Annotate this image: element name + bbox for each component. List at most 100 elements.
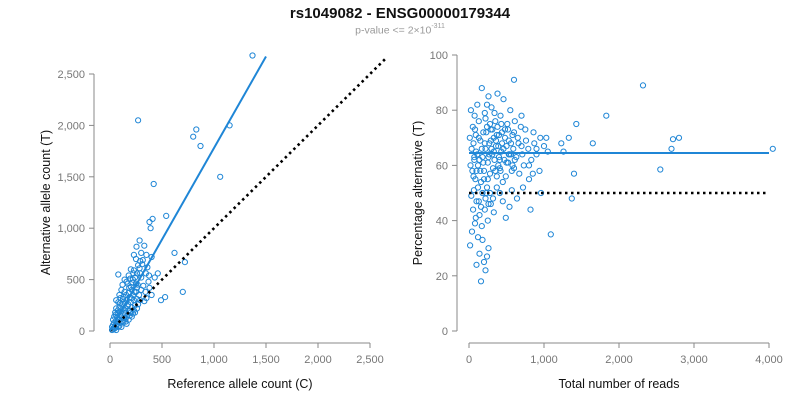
data-point	[146, 284, 153, 291]
data-point	[473, 148, 480, 155]
data-point	[639, 82, 647, 89]
data-point	[468, 228, 476, 235]
data-point	[486, 170, 494, 177]
data-point	[493, 131, 500, 139]
data-point	[130, 251, 137, 258]
data-point	[573, 120, 580, 128]
y-tick-label: 1,500	[57, 172, 85, 184]
y-tick-label: 2,500	[57, 69, 85, 81]
data-point	[494, 90, 501, 97]
data-point	[675, 134, 683, 141]
data-point	[157, 297, 165, 304]
y-tick-label: 60	[436, 160, 448, 172]
data-point	[511, 118, 518, 125]
data-point	[490, 209, 497, 216]
data-point	[179, 288, 186, 295]
data-point	[493, 173, 500, 180]
data-point	[147, 225, 154, 232]
data-point	[118, 323, 125, 330]
data-point	[537, 189, 545, 197]
y-tick-label: 40	[436, 216, 448, 228]
data-point	[193, 126, 200, 133]
data-point	[499, 178, 506, 186]
data-point	[492, 118, 499, 125]
data-point	[146, 218, 153, 226]
data-point	[163, 212, 170, 219]
data-point	[154, 270, 161, 277]
data-point	[217, 173, 224, 180]
reference-line	[109, 57, 387, 332]
y-tick-label: 2,000	[57, 120, 85, 132]
x-tick-label: 1,000	[200, 354, 228, 366]
data-point	[470, 173, 477, 180]
data-point	[145, 272, 153, 279]
data-point	[477, 203, 485, 210]
data-point	[502, 173, 509, 180]
data-point	[489, 195, 497, 202]
data-point	[471, 112, 478, 119]
data-point	[522, 126, 529, 133]
data-point	[483, 129, 490, 136]
data-point	[135, 262, 142, 269]
y-tick-label: 20	[436, 271, 448, 283]
data-point	[565, 134, 572, 141]
data-point	[483, 184, 491, 191]
data-point	[477, 278, 485, 285]
data-point	[493, 184, 500, 191]
data-point	[474, 101, 481, 108]
data-point	[181, 259, 188, 266]
data-point	[480, 167, 488, 174]
data-point	[603, 112, 610, 119]
data-point	[528, 156, 535, 163]
x-tick-label: 500	[153, 354, 171, 366]
data-point	[115, 271, 122, 278]
data-point	[119, 281, 126, 288]
data-point	[589, 140, 596, 147]
x-tick-label: 2,000	[605, 354, 633, 366]
data-point	[476, 212, 483, 219]
data-point	[518, 143, 525, 150]
data-point	[476, 250, 483, 257]
data-point	[495, 143, 502, 150]
data-point	[543, 134, 550, 141]
y-axis-label: Alternative allele count (T)	[39, 130, 53, 275]
data-point	[495, 162, 502, 169]
data-point	[197, 142, 204, 150]
data-point	[478, 223, 485, 230]
data-point	[531, 140, 538, 147]
data-point	[522, 137, 530, 144]
data-point	[533, 145, 540, 152]
y-tick-label: 1,000	[57, 223, 85, 235]
scatter-panel-1: 0 500 1,000 1,500 2,000 2,500 0 500 1,000 1,500 2,…	[39, 52, 387, 391]
data-point	[491, 109, 498, 117]
data-point	[142, 288, 149, 295]
data-point	[503, 159, 510, 166]
x-tick-label: 1,000	[530, 354, 558, 366]
x-tick-label: 2,000	[304, 354, 332, 366]
x-tick-label: 1,500	[252, 354, 280, 366]
data-point	[525, 176, 533, 183]
data-point	[769, 145, 776, 152]
data-point	[507, 140, 515, 147]
data-point	[500, 145, 507, 152]
x-tick-label: 0	[107, 354, 113, 366]
data-point	[498, 120, 505, 128]
data-point	[486, 120, 494, 128]
x-tick-label: 0	[466, 354, 472, 366]
data-point	[484, 176, 491, 183]
points-group	[109, 52, 256, 334]
data-point	[510, 129, 518, 136]
data-point	[479, 236, 486, 243]
data-point	[496, 156, 503, 163]
data-point	[171, 249, 178, 256]
points-group	[466, 76, 776, 285]
data-point	[483, 253, 491, 260]
data-point	[485, 200, 492, 208]
data-point	[504, 120, 511, 128]
data-point	[122, 318, 129, 325]
data-point	[485, 245, 492, 252]
data-point	[475, 134, 482, 141]
figure-subtitle: p-value <= 2×10-311	[0, 23, 800, 37]
data-point	[506, 203, 513, 210]
